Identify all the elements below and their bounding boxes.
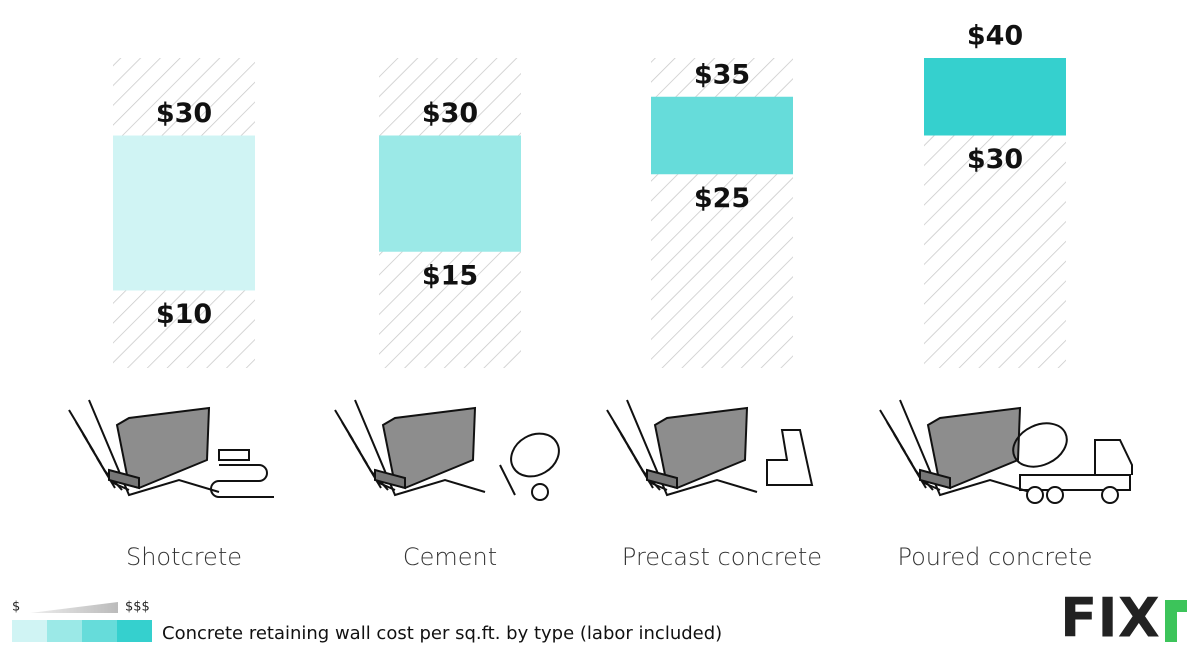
precast-block: [766, 429, 814, 486]
wall-base: [646, 468, 678, 490]
wall-base: [919, 468, 951, 490]
ground-line: [899, 399, 1031, 497]
legend-caption: Concrete retaining wall cost per sq.ft. …: [162, 623, 722, 644]
legend-swatch: [117, 620, 152, 642]
wall-icon: [879, 399, 1133, 504]
legend-swatch: [47, 620, 82, 642]
ground-line: [354, 399, 486, 497]
wall-base: [108, 468, 140, 490]
truck-wheel: [1046, 486, 1064, 504]
mixer-drum: [510, 432, 560, 478]
plot-area: $30 $10 Shotcrete $30 $15 Cement $35 $25 Precast…: [113, 21, 1093, 571]
legend-swatch: [12, 620, 47, 642]
handle: [499, 464, 516, 496]
legend-swatches: [12, 620, 152, 642]
icons: [68, 399, 1133, 504]
wheel: [531, 483, 549, 501]
wall-icon: [334, 399, 560, 501]
legend-swatch: [82, 620, 117, 642]
range-bar: [924, 58, 1066, 136]
truck-wheel: [1026, 486, 1044, 504]
wall-icon: [606, 399, 814, 497]
wall-base: [374, 468, 406, 490]
high-value-label: $40: [967, 21, 1023, 52]
category-label: Shotcrete: [126, 543, 242, 571]
category-label: Cement: [403, 543, 497, 571]
wall-icon: [68, 399, 274, 498]
truck-body: [1019, 474, 1131, 491]
logo-mark: [1165, 600, 1187, 642]
low-value-label: $10: [156, 299, 212, 330]
truck-wheel: [1101, 486, 1119, 504]
range-bar: [379, 135, 521, 252]
category-label: Precast concrete: [622, 543, 822, 571]
ground-line: [626, 399, 758, 497]
low-value-label: $15: [422, 260, 478, 291]
range-bar: [113, 135, 255, 291]
legend-high-label: $$$: [125, 600, 150, 615]
logo-text: FIX: [1060, 587, 1160, 650]
truck-drum: [1012, 422, 1068, 468]
high-value-label: $30: [422, 98, 478, 129]
hose: [210, 464, 274, 498]
legend-low-label: $: [12, 600, 20, 615]
high-value-label: $30: [156, 98, 212, 129]
low-value-label: $30: [967, 144, 1023, 175]
legend: $ $$$ Concrete retaining wall cost per s…: [12, 600, 722, 644]
legend-ramp: [30, 602, 118, 613]
range-bar: [651, 96, 793, 175]
logo: FIX: [1060, 587, 1187, 650]
category-label: Poured concrete: [897, 543, 1092, 571]
ground-line: [88, 399, 220, 497]
nozzle: [218, 449, 250, 461]
low-value-label: $25: [694, 183, 750, 214]
truck-cab: [1094, 439, 1133, 475]
high-value-label: $35: [694, 59, 750, 90]
